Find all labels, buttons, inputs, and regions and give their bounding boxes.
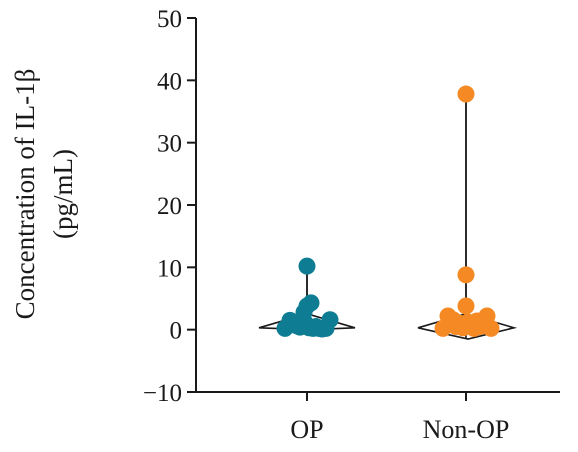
data-point <box>302 294 320 312</box>
y-axis-title-line2: (pg/mL) <box>48 149 78 239</box>
data-point <box>457 297 475 315</box>
y-axis-title: Concentration of IL-1β (pg/mL) <box>10 69 78 320</box>
y-tick-label: 10 <box>157 255 182 282</box>
data-point <box>321 311 339 329</box>
y-tick-label: −10 <box>143 380 182 407</box>
y-tick-label: 40 <box>157 68 182 95</box>
x-category-label: Non-OP <box>423 415 510 444</box>
data-point <box>482 319 500 337</box>
series-group <box>417 85 518 340</box>
data-point <box>457 266 475 284</box>
series-layer <box>258 85 518 340</box>
series-group <box>258 257 356 338</box>
data-point <box>298 257 316 275</box>
y-tick-label: 20 <box>157 193 182 220</box>
x-category-label: OP <box>290 415 323 444</box>
data-point <box>457 85 475 103</box>
x-axis-ticks: OP Non-OP <box>290 392 509 444</box>
y-axis-title-line1: Concentration of IL-1β <box>10 69 40 320</box>
y-tick-label: 0 <box>170 318 183 345</box>
y-axis-ticks: −10 0 10 20 30 40 50 <box>143 6 196 407</box>
y-tick-label: 50 <box>157 6 182 33</box>
y-tick-label: 30 <box>157 131 182 158</box>
